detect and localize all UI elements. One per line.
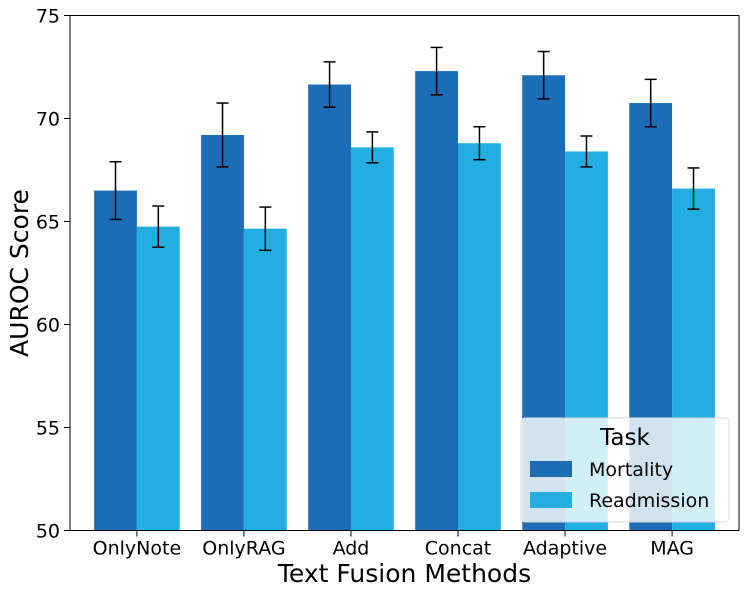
y-tick-label: 60	[36, 315, 60, 337]
plot-area-frame	[69, 15, 740, 531]
legend-box	[520, 417, 730, 523]
legend-swatch-mortality	[530, 461, 572, 477]
x-tick-label-onlynote: OnlyNote	[93, 538, 182, 560]
error-bar-readmission-add	[366, 131, 379, 164]
legend-label-mortality: Mortality	[589, 459, 673, 481]
legend-swatch-readmission	[530, 492, 572, 508]
error-bar-mortality-add	[323, 61, 336, 108]
bar-readmission-onlyrag	[243, 228, 287, 531]
y-tick-label: 55	[36, 418, 60, 440]
y-axis-ticks: 50 55 60 65 70 75	[36, 6, 70, 543]
error-bar-readmission-concat	[473, 125, 486, 161]
error-bar-mortality-onlyrag	[216, 102, 229, 168]
bar-readmission-concat	[458, 143, 501, 531]
bar-readmission-add	[350, 147, 394, 531]
legend-label-readmission: Readmission	[589, 490, 709, 512]
x-tick-label-add: Add	[333, 538, 370, 560]
error-bar-readmission-onlyrag	[259, 206, 272, 252]
x-axis-ticks: OnlyNote OnlyRAG Add Concat Adaptive MAG	[93, 530, 694, 560]
x-axis-label: Text Fusion Methods	[277, 559, 531, 588]
error-bars-layer	[109, 46, 700, 252]
error-bar-mortality-onlynote	[109, 161, 122, 221]
legend: Task Mortality Readmission	[520, 417, 730, 523]
legend-title: Task	[599, 425, 650, 451]
bar-readmission-onlynote	[136, 226, 180, 531]
error-bar-readmission-adaptive	[580, 135, 593, 168]
error-bar-mortality-mag	[644, 78, 657, 128]
error-bar-mortality-adaptive	[537, 50, 550, 100]
error-bar-readmission-mag	[687, 167, 700, 210]
bar-mortality-add	[308, 84, 351, 531]
bar-mortality-onlynote	[94, 190, 137, 531]
y-tick-label: 70	[36, 109, 60, 131]
y-tick-label: 75	[36, 6, 60, 28]
bar-mortality-concat	[415, 71, 459, 531]
error-bar-mortality-concat	[430, 46, 443, 96]
x-tick-label-onlyrag: OnlyRAG	[202, 538, 285, 560]
x-tick-label-adaptive: Adaptive	[523, 538, 607, 560]
x-tick-label-concat: Concat	[425, 538, 491, 560]
error-bar-readmission-onlynote	[152, 205, 165, 248]
y-tick-label: 65	[36, 212, 60, 234]
x-tick-label-mag: MAG	[650, 538, 694, 560]
bar-mortality-onlyrag	[201, 134, 244, 531]
y-axis-label: AUROC Score	[5, 189, 34, 357]
y-tick-label: 50	[36, 521, 60, 543]
